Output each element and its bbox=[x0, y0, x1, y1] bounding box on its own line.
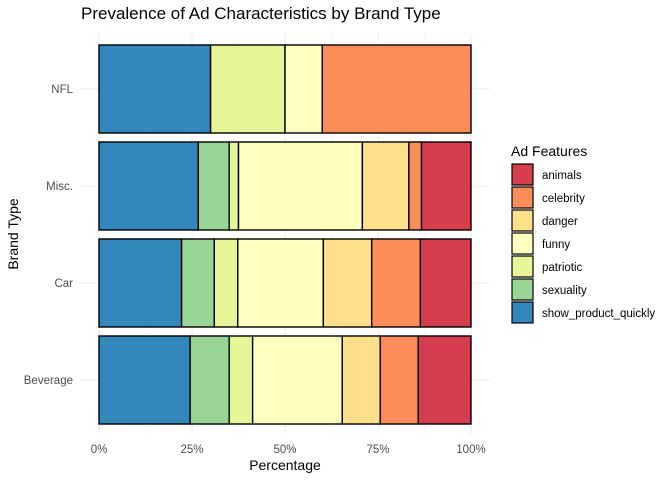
y-tick-label: Misc. bbox=[46, 181, 73, 193]
legend-key bbox=[511, 278, 534, 301]
bar-segment-show-product-quickly bbox=[98, 141, 200, 231]
x-axis-title: Percentage bbox=[249, 457, 321, 473]
legend-label: show_product_quickly bbox=[542, 308, 655, 320]
y-tick-label: Beverage bbox=[24, 375, 73, 387]
bar-segment-danger bbox=[322, 238, 373, 328]
bar-segment-show-product-quickly bbox=[98, 238, 183, 328]
bar-car bbox=[98, 238, 472, 328]
bar-segment-sexuality bbox=[180, 238, 216, 328]
bar-segment-funny bbox=[284, 44, 323, 134]
bar-segment-celebrity bbox=[370, 238, 422, 328]
bar-segment-animals bbox=[420, 141, 472, 231]
x-tick-label: 0% bbox=[91, 444, 108, 456]
bar-segment-celebrity bbox=[321, 44, 472, 134]
x-tick-label: 75% bbox=[366, 444, 389, 456]
bar-segment-animals bbox=[417, 335, 472, 425]
bar-segment-funny bbox=[251, 335, 343, 425]
x-tick-label: 50% bbox=[273, 444, 296, 456]
bar-segment-danger bbox=[341, 335, 381, 425]
y-axis-title: Brand Type bbox=[5, 198, 21, 270]
bar-beverage bbox=[98, 335, 472, 425]
legend-key bbox=[511, 301, 534, 324]
bar-segment-celebrity bbox=[408, 141, 423, 231]
bar-segment-danger bbox=[361, 141, 410, 231]
legend-key bbox=[511, 186, 534, 209]
bar-segment-patriotic bbox=[228, 335, 254, 425]
bar-segment-show-product-quickly bbox=[98, 44, 212, 134]
y-tick-label: Car bbox=[54, 278, 73, 290]
y-tick-label: NFL bbox=[51, 84, 73, 96]
legend-label: celebrity bbox=[542, 193, 585, 205]
x-tick-label: 100% bbox=[456, 444, 485, 456]
bars bbox=[98, 44, 472, 425]
bar-segment-patriotic bbox=[209, 44, 286, 134]
legend-key bbox=[511, 209, 534, 232]
bar-misc bbox=[98, 141, 472, 231]
bar-segment-patriotic bbox=[213, 238, 239, 328]
chart-title: Prevalence of Ad Characteristics by Bran… bbox=[81, 4, 441, 23]
legend-key bbox=[511, 255, 534, 278]
bar-nfl bbox=[98, 44, 472, 134]
legend-key bbox=[511, 232, 534, 255]
legend-title: Ad Features bbox=[511, 143, 587, 159]
legend-label: danger bbox=[542, 216, 578, 228]
bar-segment-patriotic bbox=[228, 141, 240, 231]
legend-label: sexuality bbox=[542, 285, 587, 297]
x-tick-label: 25% bbox=[180, 444, 203, 456]
x-axis-ticks: 0% 25% 50% 75% 100% bbox=[91, 444, 486, 456]
legend-key bbox=[511, 163, 534, 186]
legend-label: funny bbox=[542, 239, 570, 251]
legend-label: animals bbox=[542, 170, 582, 182]
bar-segment-show-product-quickly bbox=[98, 335, 191, 425]
bar-segment-celebrity bbox=[379, 335, 419, 425]
bar-segment-funny bbox=[237, 141, 364, 231]
bar-segment-animals bbox=[419, 238, 472, 328]
bar-segment-sexuality bbox=[197, 141, 230, 231]
legend-label: patriotic bbox=[542, 262, 583, 274]
bar-segment-sexuality bbox=[189, 335, 230, 425]
legend: Ad Features animals celebrity danger funny p… bbox=[511, 143, 655, 324]
bar-segment-funny bbox=[237, 238, 325, 328]
y-axis-ticks: Beverage Car Misc. NFL bbox=[24, 84, 74, 387]
